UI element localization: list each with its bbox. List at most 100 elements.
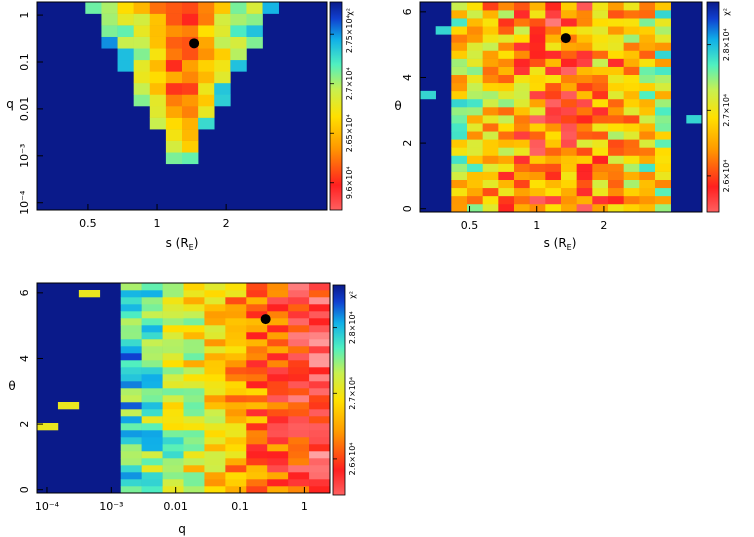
heatmap-cell bbox=[182, 48, 199, 61]
heatmap-cell bbox=[576, 171, 593, 180]
heatmap-cell bbox=[482, 26, 499, 35]
heatmap-cell bbox=[639, 98, 656, 108]
heatmap-cell bbox=[309, 430, 331, 438]
heatmap-cell bbox=[267, 332, 289, 340]
heatmap-cell bbox=[639, 147, 656, 156]
heatmap-cell bbox=[639, 107, 656, 116]
heatmap-cell bbox=[309, 360, 331, 368]
heatmap-cell bbox=[576, 58, 593, 67]
heatmap-cell bbox=[198, 94, 215, 107]
heatmap-cell bbox=[117, 25, 134, 37]
heatmap-cell bbox=[639, 66, 656, 75]
heatmap-cell bbox=[623, 115, 640, 124]
heatmap-cell bbox=[149, 2, 167, 14]
heatmap-cell bbox=[576, 203, 593, 213]
heatmap-cell bbox=[204, 409, 226, 417]
best-fit-marker bbox=[560, 33, 571, 44]
heatmap-cell bbox=[514, 58, 530, 67]
heatmap-cell bbox=[204, 360, 226, 368]
heatmap-cell bbox=[561, 147, 577, 156]
heatmap-cell bbox=[576, 50, 593, 59]
heatmap-cell bbox=[288, 353, 310, 361]
heatmap-cell bbox=[204, 332, 226, 340]
heatmap-cell bbox=[545, 58, 562, 67]
heatmap-cell bbox=[514, 26, 530, 35]
heatmap-cell bbox=[655, 34, 671, 43]
heatmap-cell bbox=[655, 147, 671, 156]
heatmap-cell bbox=[451, 131, 468, 140]
heatmap-cell bbox=[309, 325, 331, 333]
heatmap-cell bbox=[576, 98, 593, 108]
heatmap-cell bbox=[545, 82, 562, 92]
heatmap-cell bbox=[592, 82, 609, 92]
heatmap-cell bbox=[183, 423, 205, 431]
heatmap-cell bbox=[120, 318, 142, 326]
heatmap-cell bbox=[514, 147, 530, 156]
heatmap-cell bbox=[576, 123, 593, 132]
heatmap-cell bbox=[267, 374, 289, 382]
heatmap-cell bbox=[529, 123, 546, 132]
heatmap-cell bbox=[514, 98, 530, 108]
heatmap-cell bbox=[592, 163, 609, 172]
heatmap-cell bbox=[246, 325, 268, 333]
heatmap-cell bbox=[623, 18, 640, 27]
heatmap-cell bbox=[198, 2, 215, 14]
heatmap-cell bbox=[639, 179, 656, 189]
heatmap-cell bbox=[514, 90, 530, 100]
heatmap-cell bbox=[288, 360, 310, 368]
heatmap-cell bbox=[561, 195, 577, 205]
heatmap-cell bbox=[204, 311, 226, 319]
heatmap-cell bbox=[120, 290, 142, 298]
heatmap-cell bbox=[451, 203, 468, 213]
heatmap-cell bbox=[101, 2, 118, 14]
heatmap-cell bbox=[623, 179, 640, 189]
heatmap-cell bbox=[545, 66, 562, 75]
heatmap-cell bbox=[576, 147, 593, 156]
heatmap-cell bbox=[655, 2, 671, 11]
heatmap-cell bbox=[608, 123, 624, 132]
heatmap-cell bbox=[141, 290, 163, 298]
y-tick-label: 4 bbox=[18, 355, 31, 362]
heatmap-cell bbox=[183, 332, 205, 340]
heatmap-cell bbox=[498, 18, 515, 27]
heatmap-cell bbox=[309, 444, 331, 452]
heatmap-cell bbox=[120, 388, 142, 396]
heatmap-cell bbox=[561, 123, 577, 132]
panel-s-vs-theta: 0.5 1 2 0 2 4 6 s (RE) θ 2.6×10⁴ 2.7×10⁴ 2.8×10… bbox=[394, 1, 731, 252]
heatmap-cell bbox=[623, 163, 640, 172]
heatmap-cell bbox=[514, 50, 530, 59]
heatmap-cell bbox=[639, 34, 656, 43]
heatmap-cell bbox=[204, 388, 226, 396]
heatmap-cell bbox=[120, 346, 142, 354]
heatmap-cell bbox=[225, 360, 247, 368]
heatmap-cell bbox=[141, 325, 163, 333]
heatmap-cell bbox=[467, 171, 483, 180]
heatmap-cell bbox=[246, 395, 268, 403]
heatmap-cell bbox=[214, 25, 231, 37]
heatmap-cell bbox=[162, 388, 184, 396]
heatmap-cell bbox=[225, 283, 247, 291]
heatmap-cell bbox=[246, 360, 268, 368]
heatmap-cell bbox=[267, 465, 289, 473]
heatmap-cell bbox=[183, 297, 205, 305]
heatmap-cell bbox=[246, 332, 268, 340]
heatmap-cell bbox=[288, 479, 310, 487]
x-tick-label: 2 bbox=[600, 219, 607, 232]
heatmap-cell bbox=[101, 13, 118, 26]
heatmap-cell bbox=[183, 353, 205, 361]
best-fit-point bbox=[189, 38, 200, 49]
heatmap-cell bbox=[451, 26, 468, 35]
heatmap-cell bbox=[246, 374, 268, 382]
heatmap-cell bbox=[246, 409, 268, 417]
heatmap-cell bbox=[482, 34, 499, 43]
heatmap-cell bbox=[655, 10, 671, 19]
heatmap-cell bbox=[225, 451, 247, 459]
heatmap-cell bbox=[608, 179, 624, 189]
heatmap-cell bbox=[467, 139, 483, 148]
heatmap-cell bbox=[639, 155, 656, 164]
heatmap-cell bbox=[288, 297, 310, 305]
heatmap-cell bbox=[576, 179, 593, 189]
heatmap-cell bbox=[608, 34, 624, 43]
heatmap-cell bbox=[267, 430, 289, 438]
heatmap-cell bbox=[623, 10, 640, 19]
